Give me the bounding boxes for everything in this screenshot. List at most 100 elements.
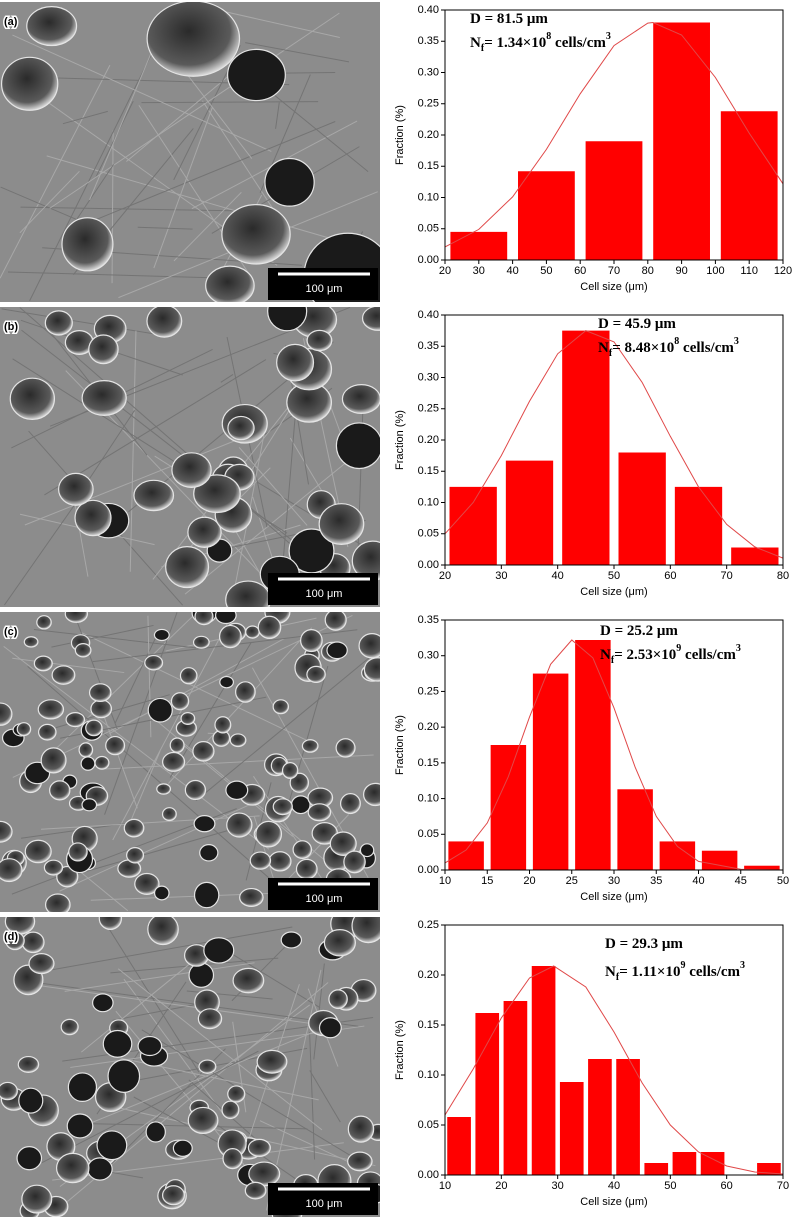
pore	[147, 697, 173, 723]
pore	[94, 755, 110, 770]
pore	[36, 615, 52, 630]
pore	[245, 625, 260, 639]
pore	[137, 1035, 163, 1057]
x-tick-label: 25	[566, 875, 578, 887]
pore	[335, 422, 380, 470]
pore	[222, 1147, 243, 1170]
pore	[272, 699, 290, 715]
pore	[165, 546, 210, 589]
annotation-part: cells/cm	[685, 964, 740, 980]
pore	[16, 722, 32, 737]
annotation-part: f	[616, 972, 620, 983]
bar	[731, 547, 779, 565]
pore	[107, 1059, 141, 1093]
pore	[81, 380, 127, 416]
crack	[12, 34, 272, 152]
crack	[195, 657, 370, 802]
y-tick-label: 0.05	[418, 223, 439, 235]
pore	[90, 699, 113, 719]
annotation-part: 9	[680, 960, 685, 971]
bar	[447, 1117, 471, 1175]
bar	[744, 865, 780, 870]
pore	[16, 1146, 43, 1171]
pore	[9, 377, 56, 421]
scale-bar-label: 100 μm	[306, 588, 343, 600]
fit-curve	[444, 21, 784, 248]
annotation-part: = 1.11×10	[619, 964, 680, 980]
pore	[5, 931, 25, 951]
pore	[44, 893, 71, 912]
panel-label: (b)	[4, 321, 18, 333]
pore	[0, 56, 59, 111]
crack	[123, 978, 225, 1117]
bar	[518, 171, 575, 260]
pore	[295, 858, 318, 880]
bar	[450, 231, 508, 260]
bar	[559, 1082, 584, 1175]
pore	[247, 1138, 271, 1157]
x-tick-label: 40	[608, 1180, 620, 1192]
pore	[229, 733, 247, 748]
pore	[153, 628, 170, 642]
y-tick-label: 0.40	[418, 309, 439, 321]
crack	[41, 1050, 259, 1164]
pore	[102, 1029, 133, 1058]
crack	[275, 102, 280, 129]
crack	[126, 71, 234, 162]
bar	[653, 22, 710, 260]
x-axis-label: Cell size (μm)	[580, 586, 647, 598]
pore	[85, 719, 103, 737]
x-tick-label: 50	[608, 570, 620, 582]
crack	[141, 1029, 351, 1156]
y-axis-label: Fraction (%)	[394, 715, 406, 775]
y-tick-label: 0.15	[418, 465, 439, 477]
crack	[75, 1031, 315, 1130]
y-tick-label: 0.00	[418, 1169, 439, 1181]
pore	[153, 885, 170, 901]
y-tick-label: 0.10	[418, 496, 439, 508]
annotation-part: = 2.53×10	[614, 647, 676, 663]
pore	[133, 479, 175, 512]
pore	[335, 738, 356, 758]
annotation-part: cells/cm	[681, 647, 736, 663]
crack	[48, 615, 194, 756]
crack	[94, 121, 336, 221]
pore	[194, 612, 214, 626]
y-tick-label: 0.30	[418, 371, 439, 383]
pore	[323, 929, 356, 957]
pore	[92, 993, 114, 1013]
pore	[98, 917, 123, 931]
scale-bar-label: 100 μm	[306, 893, 343, 905]
pore	[74, 499, 112, 537]
annotation: Nf= 1.34×108 cells/cm3	[470, 31, 611, 54]
x-tick-label: 35	[650, 875, 662, 887]
crack	[3, 499, 79, 606]
pore	[171, 452, 212, 488]
pore	[105, 735, 126, 756]
y-tick-label: 0.00	[418, 254, 439, 266]
y-tick-label: 0.05	[418, 528, 439, 540]
pore	[255, 820, 283, 848]
pore	[60, 1018, 79, 1036]
annotation-part: 3	[606, 31, 611, 42]
y-tick-label: 0.25	[418, 403, 439, 415]
pore	[55, 1152, 90, 1184]
pore	[184, 779, 207, 801]
y-tick-label: 0.20	[418, 721, 439, 733]
pore	[268, 851, 292, 872]
pore	[306, 665, 326, 684]
crack	[27, 665, 293, 899]
crack	[129, 330, 137, 572]
pore	[193, 881, 220, 909]
x-tick-label: 40	[552, 570, 564, 582]
x-tick-label: 70	[777, 1180, 789, 1192]
pore	[307, 803, 332, 822]
pore	[156, 783, 172, 795]
pore	[0, 820, 13, 843]
bar	[585, 141, 643, 260]
x-tick-label: 60	[664, 570, 676, 582]
crack	[130, 751, 161, 822]
x-tick-label: 20	[439, 265, 451, 277]
pore	[347, 1115, 375, 1143]
